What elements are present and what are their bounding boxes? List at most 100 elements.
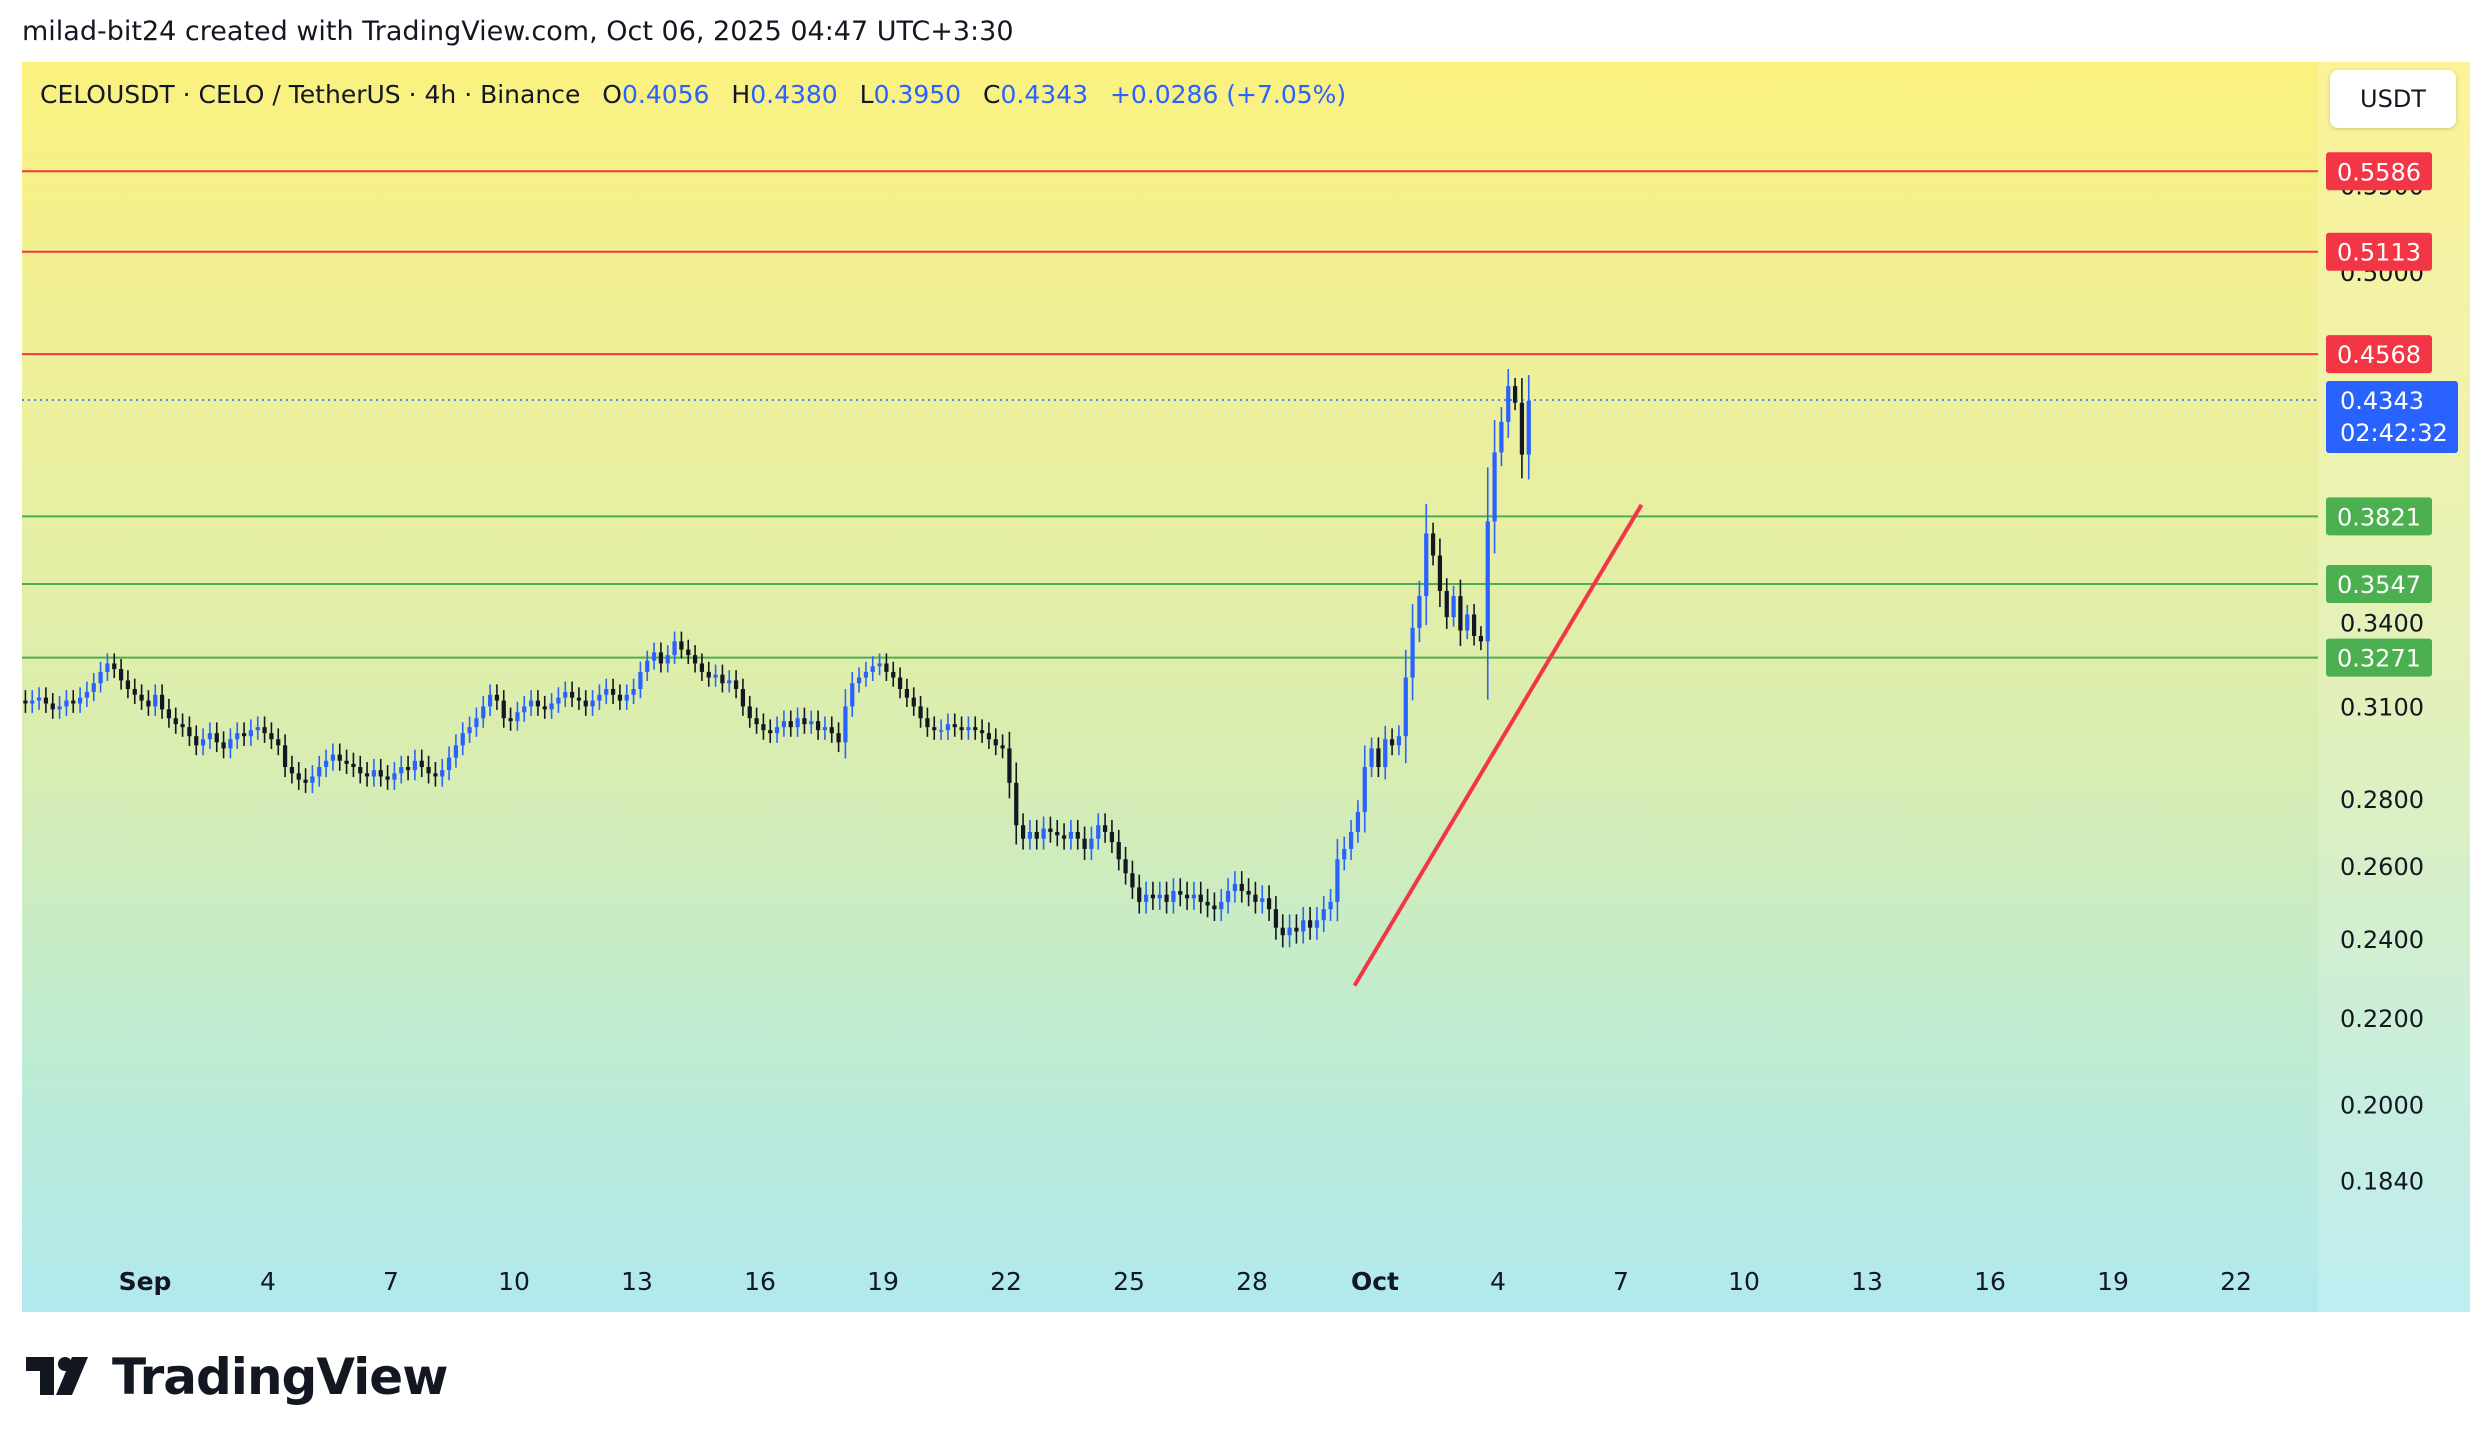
- candle-body-181: [1260, 898, 1265, 902]
- candle-body-166: [1157, 894, 1162, 899]
- x-tick-label-4: 13: [621, 1267, 653, 1296]
- candle-body-60: [433, 773, 438, 777]
- candle-body-116: [815, 721, 821, 731]
- candle-body-114: [802, 718, 807, 725]
- candle-body-220: [1526, 400, 1531, 455]
- candle-body-122: [856, 677, 862, 684]
- chart-credit: milad-bit24 created with TradingView.com…: [22, 16, 1014, 47]
- candle-body-34: [255, 727, 260, 731]
- candle-body-128: [897, 677, 903, 689]
- candle-body-200: [1389, 739, 1395, 746]
- candle-body-206: [1430, 533, 1436, 556]
- candle-body-52: [378, 770, 383, 777]
- candle-body-123: [863, 671, 869, 678]
- candle-body-13: [112, 663, 117, 670]
- candle-body-90: [638, 671, 643, 689]
- candle-body-179: [1246, 891, 1251, 895]
- candle-body-161: [1123, 859, 1128, 874]
- candle-body-144: [1007, 748, 1012, 783]
- candle-body-48: [351, 763, 356, 768]
- x-tick-label-8: 25: [1113, 1267, 1145, 1296]
- candle-body-17: [139, 694, 144, 701]
- candle-body-44: [323, 760, 329, 768]
- candle-body-208: [1444, 590, 1449, 618]
- candle-body-69: [494, 694, 500, 701]
- candle-body-167: [1164, 894, 1169, 902]
- candle-body-118: [829, 727, 834, 734]
- candle-body-219: [1519, 402, 1525, 455]
- candle-body-133: [932, 727, 937, 731]
- candle-body-165: [1150, 894, 1156, 899]
- x-tick-label-7: 22: [990, 1267, 1022, 1296]
- candle-body-137: [959, 727, 964, 731]
- candle-body-70: [501, 700, 506, 719]
- candle-body-143: [1000, 745, 1005, 749]
- candle-body-28: [214, 733, 219, 743]
- candle-body-82: [583, 700, 588, 707]
- candle-body-186: [1294, 927, 1299, 932]
- x-tick-label-1: 4: [260, 1267, 276, 1296]
- countdown-label: 02:42:32: [2340, 419, 2448, 447]
- level-tag-4: [2326, 565, 2432, 604]
- currency-unit-label: USDT: [2360, 85, 2426, 113]
- candle-body-76: [542, 706, 547, 710]
- candle-body-65: [467, 727, 472, 734]
- level-tag-label-3: 0.3821: [2337, 503, 2421, 531]
- candle-body-214: [1485, 521, 1490, 642]
- candle-body-178: [1239, 883, 1244, 892]
- candle-body-26: [200, 739, 206, 746]
- candle-body-92: [651, 652, 657, 661]
- candle-body-205: [1424, 533, 1429, 597]
- x-tick-label-11: 4: [1490, 1267, 1506, 1296]
- candle-body-107: [754, 718, 759, 725]
- candle-body-112: [788, 721, 793, 728]
- candle-body-97: [686, 649, 691, 656]
- candle-body-212: [1471, 614, 1477, 636]
- candle-body-50: [364, 773, 370, 777]
- candle-body-96: [679, 641, 684, 650]
- candle-body-87: [617, 694, 623, 701]
- candle-body-130: [911, 697, 916, 707]
- candle-body-135: [945, 724, 951, 731]
- candle-body-126: [884, 663, 889, 672]
- candle-body-198: [1376, 748, 1381, 768]
- currency-unit-button[interactable]: USDT: [2330, 70, 2456, 128]
- candle-body-129: [904, 688, 910, 698]
- candle-body-162: [1130, 873, 1135, 888]
- candle-body-66: [474, 718, 479, 728]
- candle-body-120: [843, 706, 848, 743]
- candle-body-138: [966, 727, 971, 731]
- x-tick-label-2: 7: [383, 1267, 399, 1296]
- candle-body-74: [528, 700, 534, 707]
- candle-body-3: [43, 697, 49, 704]
- candle-body-54: [392, 773, 397, 780]
- candle-body-19: [153, 694, 158, 707]
- candle-body-18: [146, 700, 151, 707]
- candle-body-94: [665, 655, 670, 664]
- y-tick-label-10: 0.1840: [2340, 1167, 2424, 1195]
- open-label: O: [602, 80, 622, 109]
- chart-area[interactable]: [22, 62, 2470, 1312]
- candle-body-195: [1355, 811, 1361, 832]
- candle-body-217: [1506, 386, 1511, 422]
- candle-body-216: [1499, 421, 1504, 453]
- candle-body-4: [50, 703, 55, 710]
- candle-body-159: [1109, 831, 1115, 843]
- high-value: 0.4380: [750, 80, 838, 109]
- candle-body-35: [262, 727, 267, 734]
- candle-body-180: [1253, 894, 1258, 902]
- candle-body-185: [1287, 927, 1292, 936]
- candle-body-187: [1301, 920, 1306, 932]
- candle-body-117: [822, 727, 828, 731]
- candle-body-149: [1041, 828, 1046, 839]
- candle-body-101: [713, 674, 718, 678]
- x-tick-label-15: 16: [1974, 1267, 2006, 1296]
- candle-body-62: [446, 757, 452, 771]
- candle-body-199: [1383, 739, 1388, 768]
- candle-body-174: [1212, 905, 1217, 910]
- candle-body-148: [1034, 831, 1039, 839]
- candle-body-203: [1410, 627, 1415, 678]
- candle-body-0: [23, 700, 28, 704]
- x-tick-label-16: 19: [2097, 1267, 2129, 1296]
